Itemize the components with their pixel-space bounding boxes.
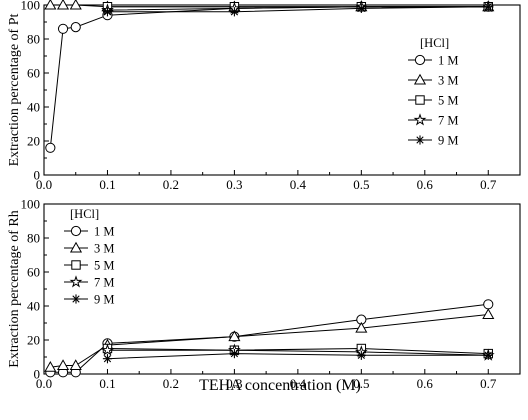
legend-marker-triangle [69,241,83,253]
series-1m [45,299,494,378]
series-1m [45,1,494,153]
x-tick-label: 0.5 [353,376,369,391]
data-point-asterisk [229,349,239,359]
data-point-asterisk [356,3,366,13]
legend-marker-circle [70,225,82,237]
x-tick-label: 0.2 [163,376,179,391]
series-9m [102,2,493,17]
x-tick-label: 0.4 [290,177,307,192]
x-tick-label: 0.7 [480,177,497,192]
data-point-triangle [44,360,57,372]
y-tick-label: 40 [27,100,40,115]
y-tick-label: 40 [27,299,40,314]
data-point-asterisk [102,7,113,17]
legend-marker-square [415,95,425,105]
plot-frame [43,4,521,176]
data-point-triangle [69,0,82,10]
legend-label: 3 M [438,74,459,88]
chart-panel-2: 0.0 0.1 0.2 0.3 0.4 0.5 0.6 0.7 0 20 40 60 80 100Extr… [7,197,521,394]
legend-marker-star [413,113,427,126]
y-tick-label: 20 [27,134,40,149]
data-point-circle [45,142,56,153]
series-line [107,347,489,355]
data-point-asterisk [102,354,113,364]
y-tick-label: 80 [27,231,40,246]
legend-label: 5 M [94,259,115,273]
y-tick-label: 0 [34,168,41,183]
x-tick-label: 0.0 [36,376,52,391]
x-tick-label: 0.6 [417,376,434,391]
legend-marker-square [71,260,81,270]
data-point-asterisk [483,350,493,360]
series-line [107,349,489,356]
data-point-circle [57,23,69,34]
x-tick-label: 0.6 [417,177,434,192]
data-point-asterisk [229,7,239,17]
y-tick-label: 60 [27,265,40,280]
legend-title: [HCl] [70,207,99,221]
y-tick-label: 100 [21,0,41,13]
legend-marker-circle [414,54,426,66]
x-axis-title: TEHA concentration (M) [199,377,361,394]
data-point-asterisk [483,2,493,12]
x-tick-label: 0.3 [226,177,242,192]
x-tick-label: 0.0 [36,177,52,192]
y-tick-label: 100 [21,197,41,212]
legend-label: 9 M [438,134,459,148]
legend-label: 7 M [94,276,115,290]
data-point-triangle [482,308,495,319]
legend-title: [HCl] [420,36,449,50]
legend-marker-triangle [413,73,427,85]
data-point-triangle [56,359,70,370]
legend-label: 1 M [438,54,459,68]
x-tick-label: 0.1 [99,376,115,391]
data-point-triangle [69,359,82,370]
legend-label: 9 M [94,293,115,307]
data-point-asterisk [356,350,366,360]
data-point-triangle [56,0,70,10]
chart-panel-1: 0.0 0.1 0.2 0.3 0.4 0.5 0.6 0.7 0 20 40 60 80 100Extr… [7,0,521,192]
series-line [50,314,489,368]
series-3m [44,308,495,372]
legend-label: 7 M [438,114,459,128]
x-tick-label: 0.3 [226,376,242,391]
series-line [107,6,489,11]
x-tick-label: 0.7 [480,376,497,391]
legend-marker-star [69,275,83,288]
x-tick-label: 0.1 [99,177,115,192]
legend-marker-asterisk [71,294,81,304]
legend-label: 3 M [94,242,115,256]
data-point-triangle [228,330,241,342]
series-line [107,353,489,360]
series-line [107,6,489,13]
series-line [50,303,489,373]
y-tick-label: 0 [34,367,41,382]
data-point-triangle [355,321,368,333]
y-tick-label: 20 [27,333,40,348]
x-tick-label: 0.2 [163,177,179,192]
data-point-triangle [44,0,57,10]
data-point-circle [70,22,81,33]
series-7m [101,343,495,361]
legend: [HCl] 1 M 3 M 5 M 7 M 9 M [64,207,115,307]
data-point-circle [483,299,494,310]
y-tick-label: 80 [27,32,40,47]
series-line [49,6,489,148]
x-tick-label: 0.4 [290,376,307,391]
legend-label: 5 M [438,94,459,108]
legend-label: 1 M [94,225,115,239]
y-axis-title: Extraction percentage of Rh [7,210,22,367]
legend: [HCl] 1 M 3 M 5 M 7 M 9 M [408,36,459,148]
legend-marker-asterisk [415,135,425,145]
y-axis-title: Extraction percentage of Pt [7,14,22,167]
series-9m [102,349,493,364]
x-tick-label: 0.5 [353,177,369,192]
data-point-star [101,343,114,356]
y-tick-label: 60 [27,66,40,81]
